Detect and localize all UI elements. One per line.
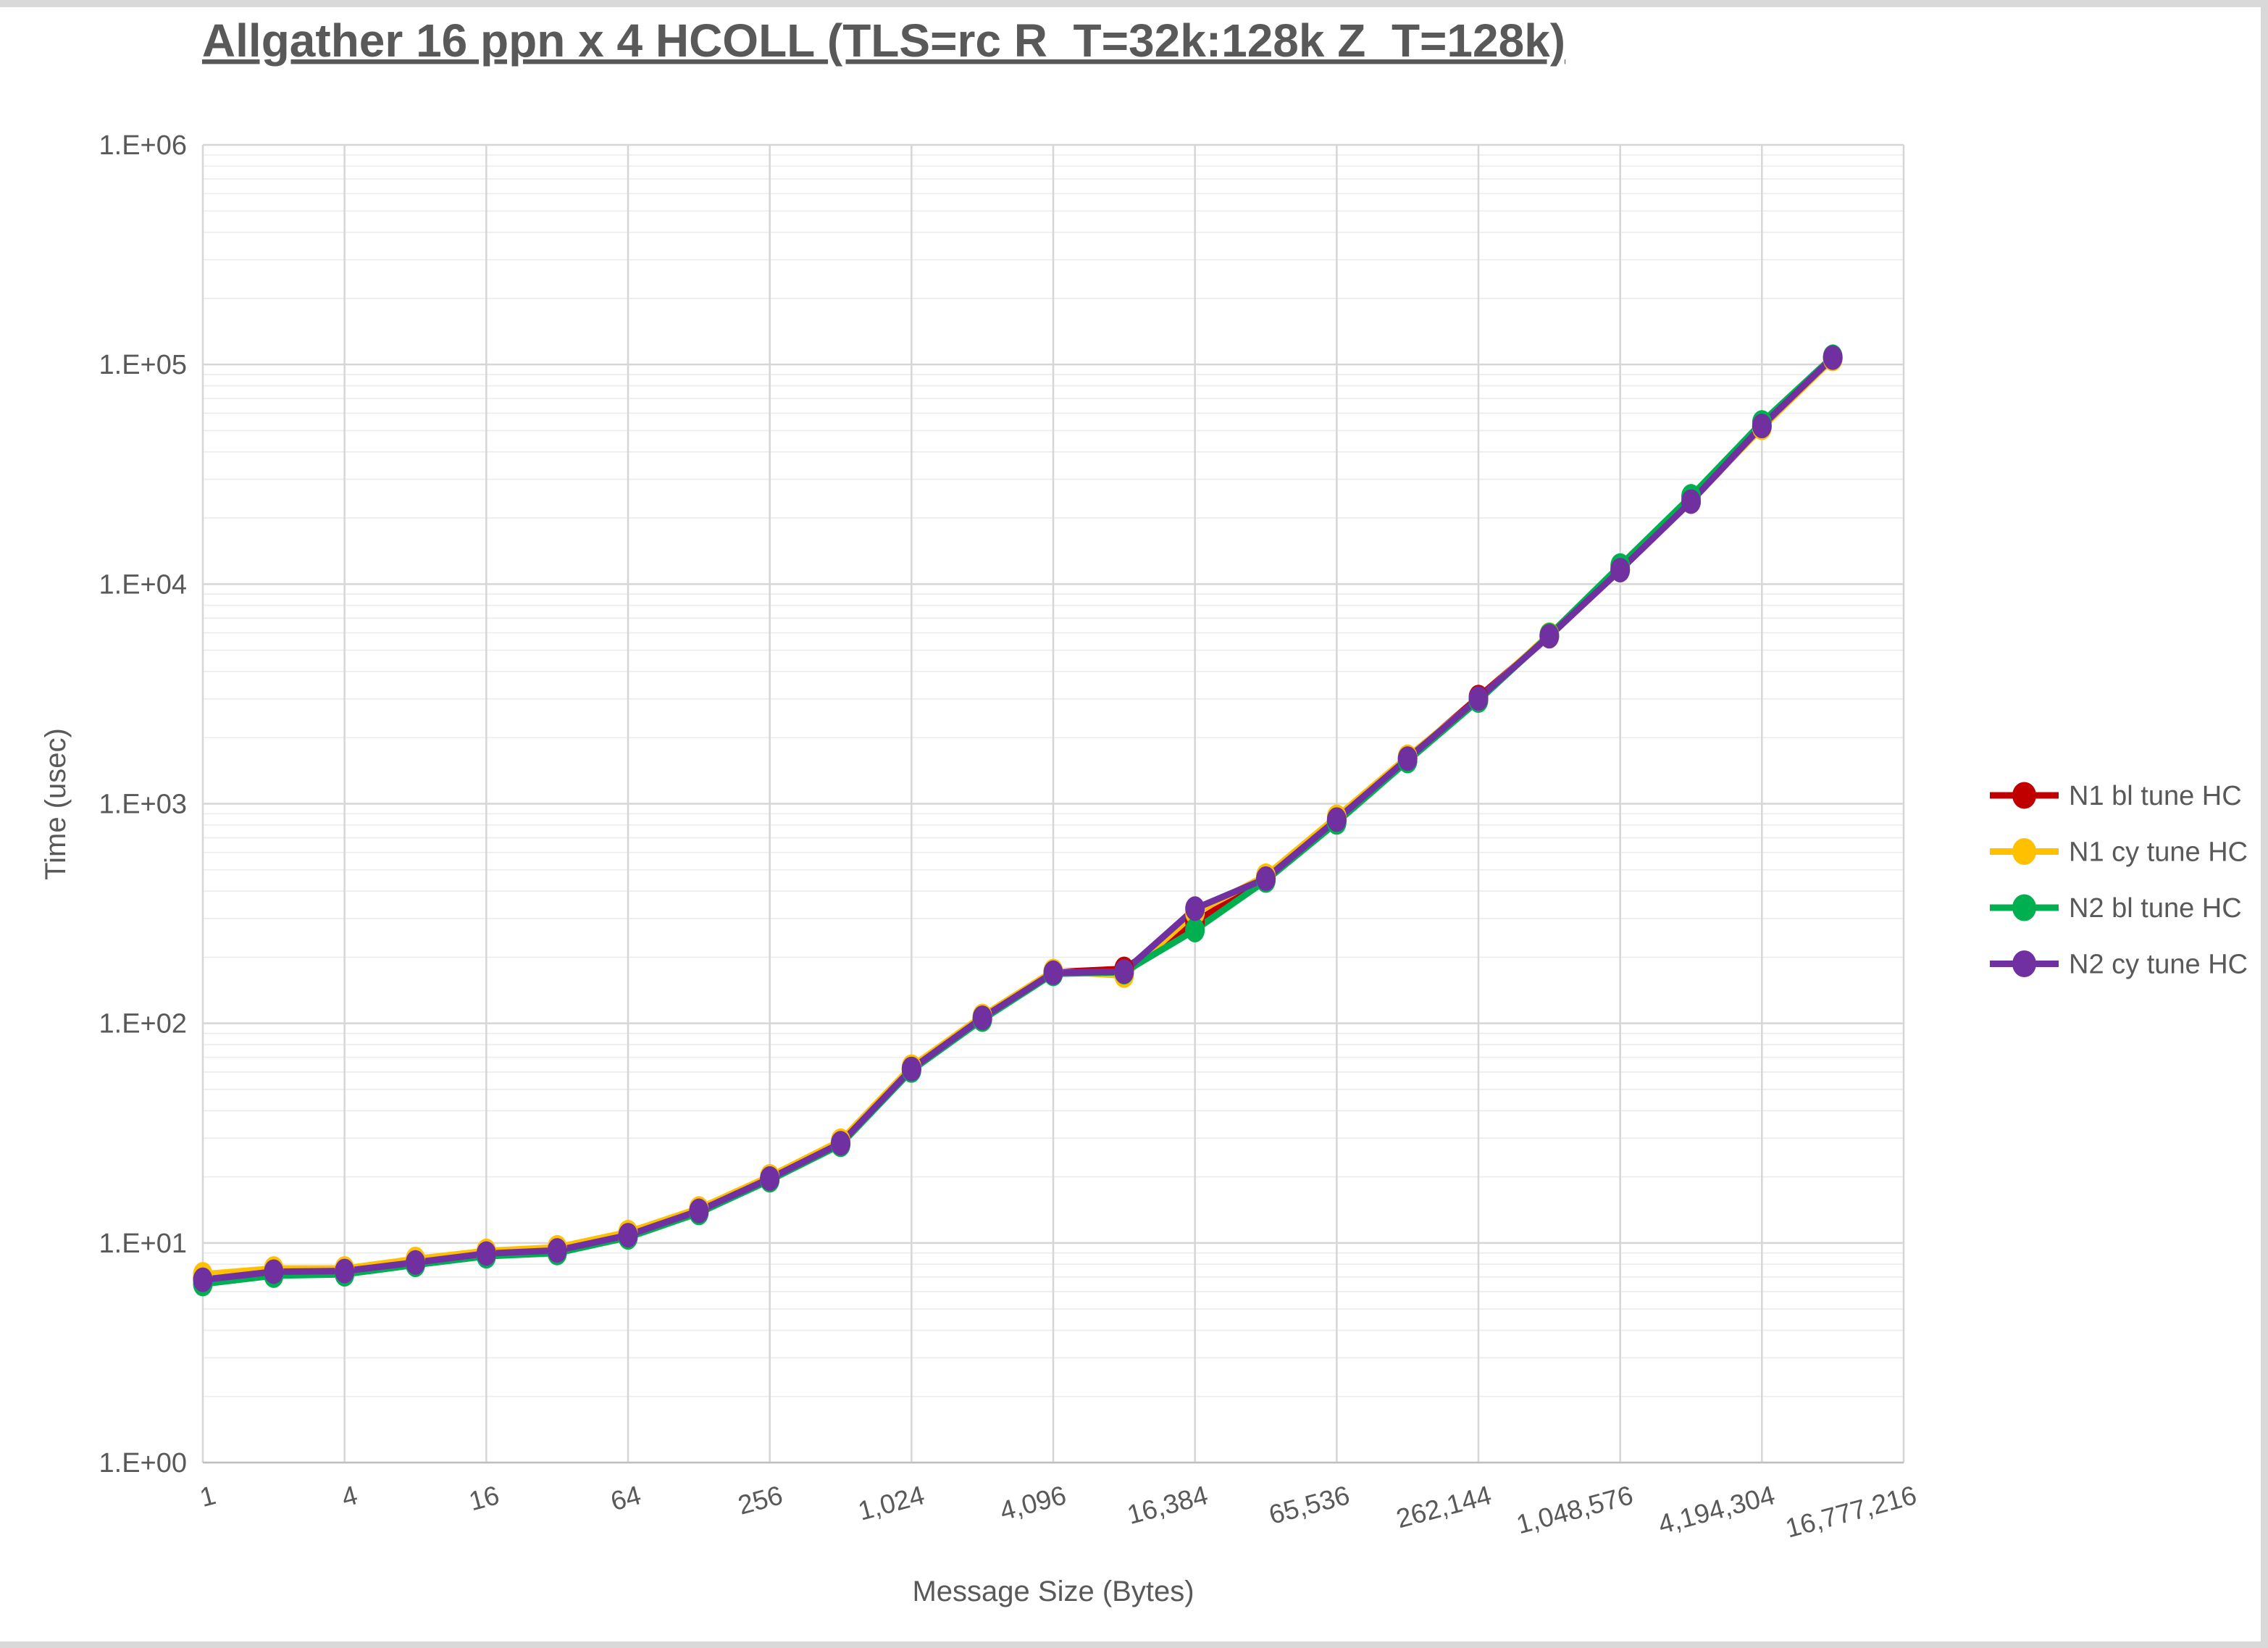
legend-label: N1 cy tune HC — [2069, 837, 2248, 868]
window-border-right — [2261, 0, 2268, 1648]
data-marker-N2-cy-tune-HC — [1256, 866, 1276, 891]
legend-item: N1 cy tune HC — [1990, 837, 2248, 868]
x-tick-label: 4,096 — [997, 1480, 1069, 1526]
legend-label: N1 bl tune HC — [2069, 781, 2242, 811]
data-marker-N2-cy-tune-HC — [901, 1056, 921, 1082]
y-tick-label: 1.E+05 — [99, 350, 188, 380]
legend-marker-swatch — [2012, 782, 2036, 809]
data-marker-N2-cy-tune-HC — [1397, 746, 1418, 771]
legend-item: N2 bl tune HC — [1990, 893, 2242, 924]
y-tick-label: 1.E+06 — [99, 130, 188, 161]
y-tick-label: 1.E+02 — [99, 1009, 188, 1040]
data-series-layer — [193, 344, 1843, 1297]
data-marker-N2-cy-tune-HC — [760, 1166, 780, 1191]
x-tick-label: 4,194,304 — [1655, 1480, 1778, 1539]
data-marker-N2-cy-tune-HC — [1539, 624, 1560, 649]
x-tick-label: 1,048,576 — [1513, 1480, 1636, 1539]
series-line-N1-cy-tune-HC — [199, 355, 1836, 1278]
y-axis-title: Time (usec) — [40, 728, 72, 880]
data-marker-N2-cy-tune-HC — [1326, 807, 1347, 832]
y-tick-label: 1.E+00 — [99, 1448, 188, 1478]
y-tick-label: 1.E+04 — [99, 569, 188, 600]
chart-title: Allgather 16 ppn x 4 HCOLL (TLS=rc R_T=3… — [202, 14, 1565, 67]
legend-marker-swatch — [2012, 950, 2036, 977]
data-marker-N2-cy-tune-HC — [1752, 414, 1772, 439]
series-line-N1-bl-tune-HC — [199, 354, 1836, 1282]
data-marker-N2-bl-tune-HC — [1185, 917, 1205, 942]
data-marker-N2-cy-tune-HC — [1043, 960, 1063, 985]
data-marker-N2-cy-tune-HC — [476, 1241, 496, 1266]
window-border-bottom — [0, 1641, 2268, 1648]
axis-tick-labels: 1 4 16 64 256 1,024 4,096 16,384 65,536 262,144 1,… — [99, 130, 1920, 1544]
x-tick-label: 1,024 — [855, 1480, 927, 1526]
y-tick-label: 1.E+03 — [99, 790, 188, 820]
x-tick-label: 16 — [466, 1480, 502, 1516]
x-tick-label: 256 — [735, 1480, 785, 1521]
legend-marker-swatch — [2012, 894, 2036, 921]
legend-label: N2 bl tune HC — [2069, 893, 2242, 924]
data-marker-N2-cy-tune-HC — [1823, 345, 1843, 370]
x-tick-label: 65,536 — [1265, 1480, 1352, 1530]
data-marker-N2-cy-tune-HC — [547, 1238, 567, 1263]
x-tick-label: 1 — [197, 1480, 219, 1513]
x-axis-title: Message Size (Bytes) — [912, 1576, 1194, 1607]
data-marker-N2-cy-tune-HC — [406, 1250, 425, 1275]
x-tick-label: 262,144 — [1393, 1480, 1494, 1534]
legend: N1 bl tune HC N1 cy tune HC N2 bl tune HC N… — [1990, 781, 2248, 980]
data-marker-N2-cy-tune-HC — [831, 1131, 850, 1156]
series-line-N2-cy-tune-HC — [199, 354, 1836, 1284]
series-line-N2-bl-tune-HC — [199, 353, 1836, 1288]
data-marker-N2-cy-tune-HC — [1468, 686, 1489, 711]
legend-marker-swatch — [2012, 838, 2036, 865]
data-marker-N2-cy-tune-HC — [1185, 896, 1205, 921]
y-tick-label: 1.E+01 — [99, 1229, 188, 1259]
x-tick-label: 16,777,216 — [1783, 1480, 1920, 1544]
legend-item: N1 bl tune HC — [1990, 781, 2242, 811]
data-marker-N2-cy-tune-HC — [972, 1005, 992, 1030]
data-marker-N2-cy-tune-HC — [335, 1258, 355, 1284]
data-marker-N2-cy-tune-HC — [193, 1267, 213, 1292]
legend-item: N2 cy tune HC — [1990, 950, 2248, 980]
major-gridlines — [201, 143, 1905, 1464]
data-marker-N2-cy-tune-HC — [1681, 489, 1701, 514]
data-marker-N2-cy-tune-HC — [618, 1223, 638, 1248]
x-tick-label: 64 — [608, 1480, 644, 1516]
x-tick-label: 16,384 — [1124, 1480, 1211, 1530]
data-marker-N2-cy-tune-HC — [1114, 959, 1134, 984]
legend-label: N2 cy tune HC — [2069, 950, 2248, 980]
data-marker-N2-cy-tune-HC — [1610, 558, 1631, 583]
x-tick-label: 4 — [338, 1480, 360, 1513]
data-marker-N2-cy-tune-HC — [264, 1259, 284, 1284]
data-marker-N2-cy-tune-HC — [689, 1198, 709, 1224]
window-border-top — [0, 0, 2268, 7]
